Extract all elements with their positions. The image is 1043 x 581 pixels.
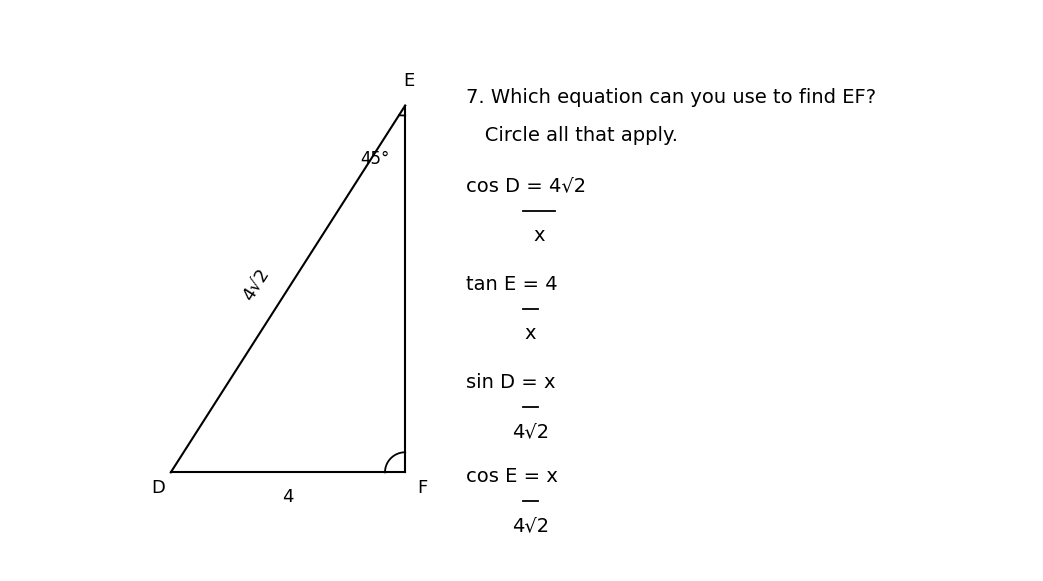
Text: 4: 4 — [283, 488, 294, 506]
Text: cos D = 4√2: cos D = 4√2 — [466, 177, 586, 196]
Text: 4√2: 4√2 — [512, 422, 550, 442]
Text: 4√2: 4√2 — [512, 517, 550, 536]
Text: x: x — [525, 324, 536, 343]
Text: 7. Which equation can you use to find EF?: 7. Which equation can you use to find EF… — [466, 88, 876, 107]
Text: x: x — [533, 226, 544, 245]
Text: D: D — [151, 479, 166, 497]
Text: F: F — [417, 479, 428, 497]
Text: E: E — [404, 72, 415, 90]
Text: 45°: 45° — [361, 150, 390, 168]
Text: Circle all that apply.: Circle all that apply. — [466, 125, 678, 145]
Text: tan E = 4: tan E = 4 — [466, 275, 557, 294]
Text: 4√2: 4√2 — [239, 265, 272, 304]
Text: sin D = x: sin D = x — [466, 374, 555, 392]
Text: cos E = x: cos E = x — [466, 467, 558, 486]
